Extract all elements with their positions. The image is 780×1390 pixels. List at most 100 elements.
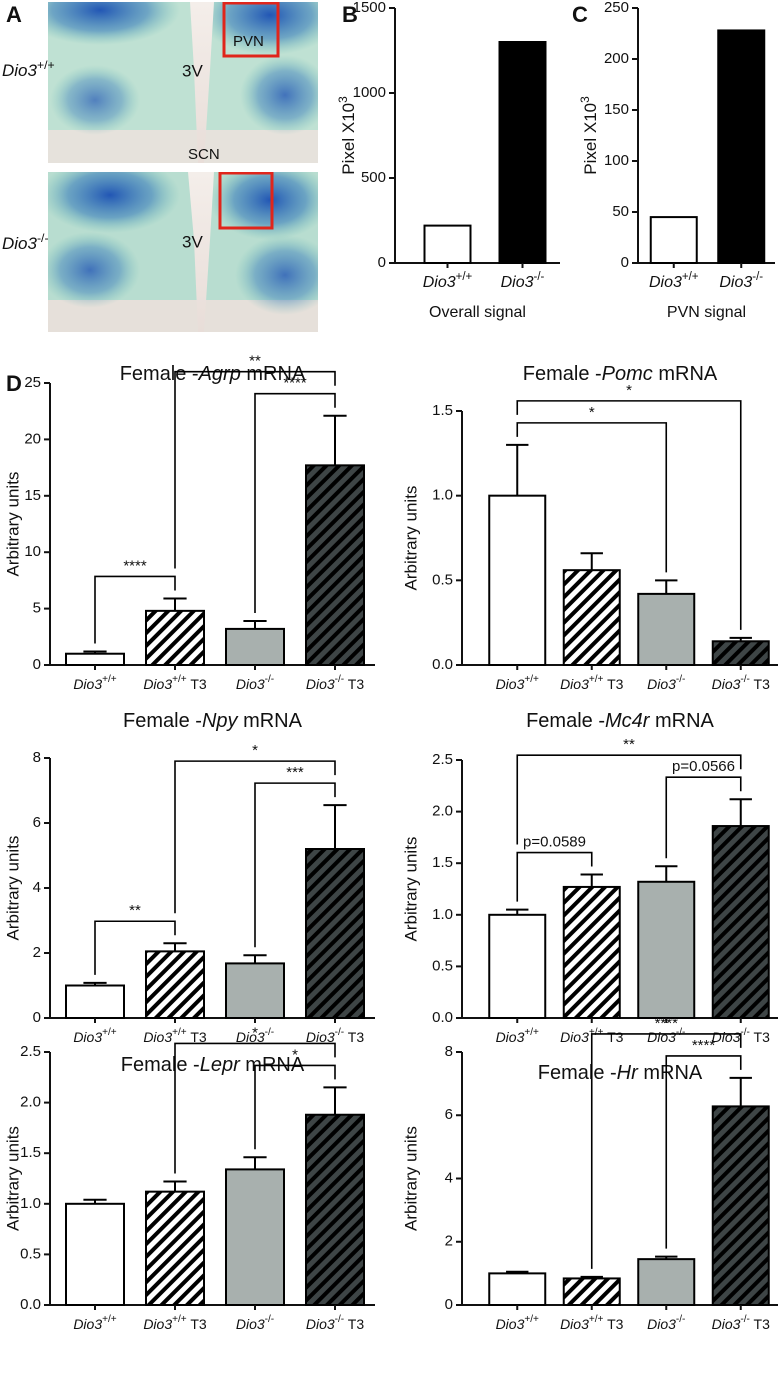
significance-bracket xyxy=(254,782,336,948)
y-tick-label: 6 xyxy=(445,1106,453,1123)
text-part: Pixel X10 xyxy=(339,103,358,175)
bar xyxy=(562,1277,621,1307)
x-tick-label: Dio3+/+ T3 xyxy=(560,674,624,692)
text-part: Dio3 xyxy=(306,676,335,692)
significance-label: **** xyxy=(123,557,147,574)
y-tick-label: 2.0 xyxy=(432,803,453,820)
significance-label: * xyxy=(252,742,258,759)
text-part: +/+ xyxy=(589,1027,604,1038)
chart-title: Female -Mc4r mRNA xyxy=(526,710,714,732)
y-tick-label: 2.5 xyxy=(432,751,453,768)
text-part: -/- xyxy=(265,674,275,685)
x-tick-label: Dio3-/- xyxy=(647,674,685,692)
text-part: Female - xyxy=(526,710,605,732)
text-part: Dio3 xyxy=(712,1029,741,1045)
text-part: mRNA xyxy=(649,710,714,732)
significance-bracket xyxy=(665,776,742,859)
text-part: T3 xyxy=(750,1316,770,1332)
y-tick-label: 1.5 xyxy=(432,402,453,419)
bar xyxy=(637,1258,696,1307)
significance-label: p=0.0566 xyxy=(672,758,735,775)
text-part: Dio3 xyxy=(647,1316,676,1332)
text-part: T3 xyxy=(603,676,623,692)
text-part: Dio3 xyxy=(560,676,589,692)
bar xyxy=(145,950,205,1019)
x-tick-label: Dio3+/+ xyxy=(423,271,473,291)
bar xyxy=(423,224,472,265)
y-tick-label: 0.0 xyxy=(432,1009,453,1026)
text-part: Dio3 xyxy=(496,1316,525,1332)
bar xyxy=(711,825,770,1019)
text-part: Dio3 xyxy=(143,1316,172,1332)
bar xyxy=(65,652,125,666)
ventricle-label: 3V xyxy=(182,61,203,80)
text-part: Dio3 xyxy=(2,61,38,80)
text-part: Dio3 xyxy=(143,676,172,692)
x-tick-label: Dio3-/- xyxy=(236,1314,274,1332)
text-part: Dio3 xyxy=(496,676,525,692)
text-part: Female - xyxy=(121,1054,200,1076)
y-axis-label: Arbitrary units xyxy=(3,472,22,577)
significance-label: ** xyxy=(129,902,141,919)
significance-label: **** xyxy=(283,375,307,392)
bar xyxy=(305,1113,365,1307)
x-tick-label: Dio3+/+ T3 xyxy=(143,1027,207,1045)
significance-bracket xyxy=(516,400,742,630)
y-tick-label: 1.5 xyxy=(20,1144,41,1161)
bar xyxy=(225,1168,285,1306)
text-part: T3 xyxy=(187,1029,207,1045)
significance-bracket xyxy=(516,851,593,902)
text-part: Npy xyxy=(202,710,239,732)
y-tick-label: 50 xyxy=(612,203,629,220)
text-part: +/+ xyxy=(172,1027,187,1038)
text-part: Female - xyxy=(538,1062,617,1084)
text-part: Dio3 xyxy=(719,274,752,291)
text-part: Dio3 xyxy=(143,1029,172,1045)
y-tick-label: 8 xyxy=(33,749,41,766)
text-part: T3 xyxy=(344,676,364,692)
significance-bracket xyxy=(94,575,176,644)
text-part: T3 xyxy=(603,1029,623,1045)
chart-title: Female -Agrp mRNA xyxy=(120,363,306,385)
bar xyxy=(145,1190,205,1307)
bar xyxy=(65,984,125,1019)
text-part: mRNA xyxy=(238,710,303,732)
text-part: Dio3 xyxy=(236,1316,265,1332)
significance-label: * xyxy=(292,1046,298,1063)
x-tick-label: Dio3-/- xyxy=(236,674,274,692)
text-part: Mc4r xyxy=(605,710,651,732)
text-part: +/+ xyxy=(102,674,117,685)
x-tick-label: Dio3-/- T3 xyxy=(712,1314,771,1332)
y-axis-label: Arbitrary units xyxy=(401,837,420,942)
bar xyxy=(637,880,696,1019)
x-tick-label: Dio3-/- xyxy=(647,1314,685,1332)
text-part: +/+ xyxy=(682,271,699,283)
text-part: Lepr xyxy=(200,1054,241,1076)
text-part: Dio3 xyxy=(423,274,456,291)
y-tick-label: 1.0 xyxy=(20,1195,41,1212)
text-part: Dio3 xyxy=(560,1316,589,1332)
text-part: Female - xyxy=(120,363,199,385)
text-part: Dio3 xyxy=(647,676,676,692)
text-part: +/+ xyxy=(172,674,187,685)
x-tick-label: Dio3+/+ xyxy=(496,674,539,692)
x-axis-label: PVN signal xyxy=(667,304,746,321)
x-tick-label: Dio3+/+ xyxy=(73,1314,116,1332)
text-part: +/+ xyxy=(524,1027,539,1038)
significance-bracket xyxy=(174,370,336,569)
x-tick-label: Dio3-/- xyxy=(236,1027,274,1045)
bar xyxy=(649,216,698,265)
text-part: -/- xyxy=(740,1314,750,1325)
text-part: Dio3 xyxy=(2,234,38,253)
text-part: +/+ xyxy=(524,1314,539,1325)
text-part: Dio3 xyxy=(501,274,534,291)
text-part: +/+ xyxy=(589,674,604,685)
text-part: -/- xyxy=(335,1027,345,1038)
y-tick-label: 500 xyxy=(361,169,386,186)
bar xyxy=(711,1105,770,1307)
text-part: -/- xyxy=(740,674,750,685)
x-tick-label: Dio3-/- xyxy=(647,1027,685,1045)
panel-letter: C xyxy=(572,2,588,27)
text-part: +/+ xyxy=(589,1314,604,1325)
y-axis-label: Arbitrary units xyxy=(401,1126,420,1231)
